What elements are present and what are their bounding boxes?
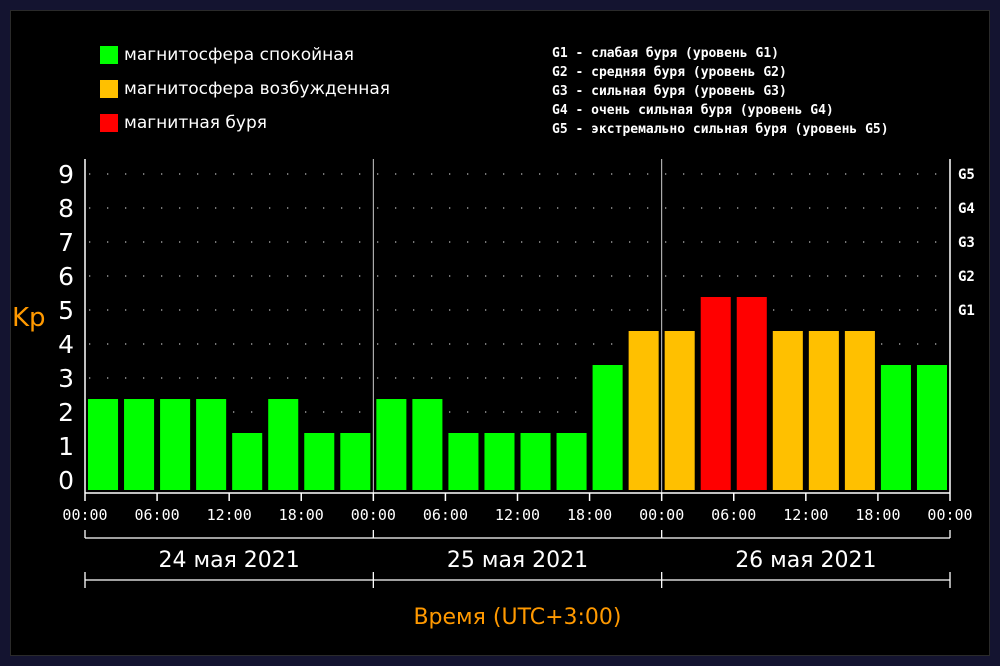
kp-bar (88, 399, 119, 490)
kp-bar (556, 433, 587, 490)
storm-tick-label: G2 (958, 269, 975, 285)
x-tick-label: 06:00 (711, 506, 756, 524)
y-tick-label: 1 (58, 432, 74, 461)
kp-bar (340, 433, 371, 490)
kp-bar (664, 331, 695, 490)
kp-bar (880, 365, 911, 490)
x-tick-label: 12:00 (783, 506, 828, 524)
x-tick-label: 18:00 (855, 506, 900, 524)
storm-tick-label: G3 (958, 235, 975, 251)
y-tick-label: 0 (58, 466, 74, 495)
y-tick-label: 9 (58, 160, 74, 189)
kp-bar (232, 433, 263, 490)
kp-bar (268, 399, 299, 490)
x-tick-label: 18:00 (567, 506, 612, 524)
kp-bar (520, 433, 551, 490)
storm-tick-label: G1 (958, 303, 975, 319)
storm-level-g4: G4 - очень сильная буря (уровень G4) (552, 103, 834, 118)
kp-bar (124, 399, 155, 490)
kp-bar (196, 399, 227, 490)
kp-bar (736, 297, 767, 490)
kp-bar (628, 331, 659, 490)
legend-swatch-storm (100, 114, 118, 132)
kp-bar (304, 433, 335, 490)
kp-bar (844, 331, 875, 490)
x-tick-label: 18:00 (279, 506, 324, 524)
x-tick-label: 00:00 (62, 506, 107, 524)
day-label: 25 мая 2021 (447, 548, 588, 573)
legend-swatch-excited (100, 80, 118, 98)
storm-level-g3: G3 - сильная буря (уровень G3) (552, 84, 787, 99)
kp-bar (484, 433, 515, 490)
x-tick-label: 06:00 (135, 506, 180, 524)
kp-bar (412, 399, 443, 490)
legend-label-excited: магнитосфера возбужденная (124, 79, 390, 99)
x-tick-label: 12:00 (495, 506, 540, 524)
x-tick-label: 12:00 (207, 506, 252, 524)
x-tick-label: 06:00 (423, 506, 468, 524)
legend-swatch-calm (100, 46, 118, 64)
y-tick-label: 7 (58, 228, 74, 257)
storm-level-g1: G1 - слабая буря (уровень G1) (552, 46, 779, 61)
storm-tick-label: G5 (958, 167, 975, 183)
y-tick-label: 4 (58, 330, 74, 359)
storm-tick-label: G4 (958, 201, 975, 217)
kp-bar (592, 365, 623, 490)
x-axis-title: Время (UTC+3:00) (413, 605, 621, 630)
day-label: 24 мая 2021 (159, 548, 300, 573)
day-label: 26 мая 2021 (735, 548, 876, 573)
x-tick-label: 00:00 (351, 506, 396, 524)
legend-label-calm: магнитосфера спокойная (124, 45, 354, 65)
y-axis-title: Kp (12, 303, 46, 333)
kp-bar (376, 399, 407, 490)
y-tick-label: 3 (58, 364, 74, 393)
kp-bar (916, 365, 947, 490)
storm-level-g2: G2 - средняя буря (уровень G2) (552, 65, 787, 80)
x-tick-label: 00:00 (927, 506, 972, 524)
y-tick-label: 5 (58, 296, 74, 325)
kp-bar (772, 331, 803, 490)
kp-bar (448, 433, 479, 490)
y-tick-label: 6 (58, 262, 74, 291)
y-tick-label: 8 (58, 194, 74, 223)
kp-bar (808, 331, 839, 490)
y-tick-label: 2 (58, 398, 74, 427)
x-tick-label: 00:00 (639, 506, 684, 524)
kp-bar (160, 399, 191, 490)
kp-bar (700, 297, 731, 490)
legend-label-storm: магнитная буря (124, 113, 267, 133)
storm-level-g5: G5 - экстремально сильная буря (уровень … (552, 122, 889, 137)
